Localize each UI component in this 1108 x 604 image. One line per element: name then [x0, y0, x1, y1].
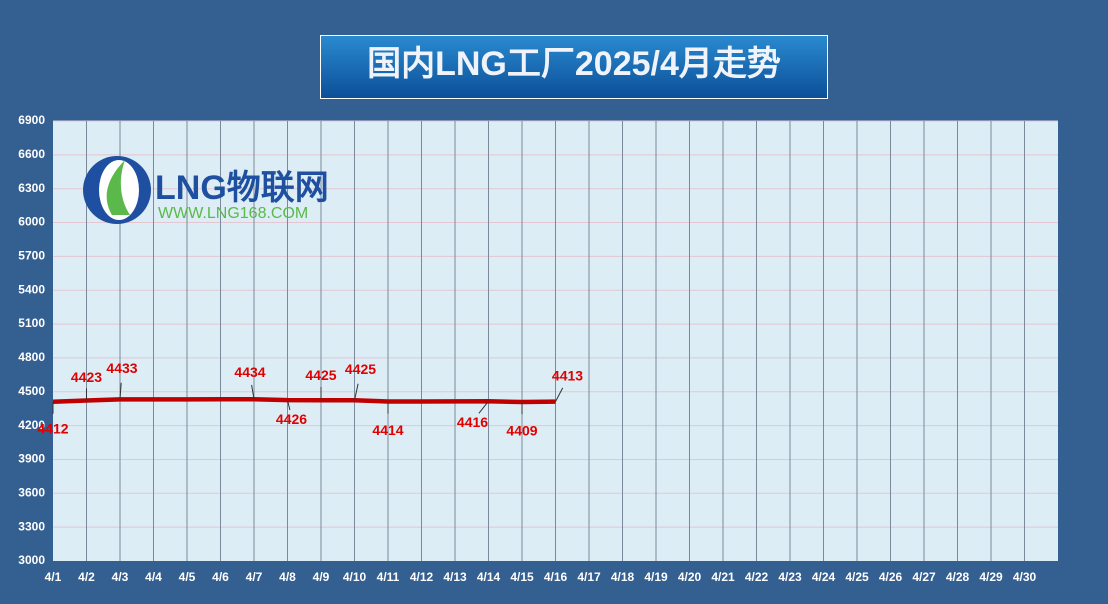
data-label: 4423	[71, 369, 102, 385]
logo: LNG物联网 WWW.LNG168.COM	[83, 156, 329, 224]
x-tick-label: 4/23	[778, 570, 802, 584]
leader-line	[119, 382, 122, 400]
x-tick-label: 4/21	[711, 570, 735, 584]
x-tick-label: 4/24	[812, 570, 836, 584]
y-tick-label: 6900	[18, 113, 45, 127]
data-label: 4416	[457, 414, 488, 430]
x-tick-label: 4/13	[443, 570, 467, 584]
y-tick-label: 5700	[18, 249, 45, 263]
x-tick-label: 4/17	[577, 570, 601, 584]
data-label: 4425	[345, 361, 376, 377]
data-label: 4426	[276, 411, 307, 427]
x-tick-label: 4/3	[112, 570, 129, 584]
x-tick-label: 4/30	[1013, 570, 1037, 584]
data-label: 4412	[37, 420, 68, 436]
x-tick-label: 4/15	[510, 570, 534, 584]
y-tick-label: 4800	[18, 350, 45, 364]
x-tick-label: 4/8	[279, 570, 296, 584]
title-box	[320, 35, 828, 99]
x-tick-label: 4/22	[745, 570, 769, 584]
x-tick-label: 4/20	[678, 570, 702, 584]
y-tick-label: 5400	[18, 282, 45, 296]
leader-line	[287, 400, 291, 411]
x-tick-label: 4/4	[145, 570, 162, 584]
x-tick-label: 4/27	[912, 570, 936, 584]
x-tick-label: 4/7	[246, 570, 263, 584]
logo-url: WWW.LNG168.COM	[158, 205, 308, 222]
y-tick-label: 5100	[18, 316, 45, 330]
x-tick-label: 4/26	[879, 570, 903, 584]
y-tick-label: 3600	[18, 485, 45, 499]
y-tick-label: 6000	[18, 215, 45, 229]
x-tick-label: 4/2	[78, 570, 95, 584]
data-label: 4433	[106, 360, 137, 376]
y-tick-label: 3300	[18, 519, 45, 533]
leader-line	[478, 400, 489, 414]
x-tick-label: 4/1	[45, 570, 62, 584]
x-tick-label: 4/25	[845, 570, 869, 584]
x-tick-label: 4/29	[979, 570, 1003, 584]
y-tick-label: 4200	[18, 418, 45, 432]
data-label: 4414	[372, 422, 403, 438]
x-tick-label: 4/9	[313, 570, 330, 584]
x-tick-label: 4/11	[377, 570, 400, 584]
x-tick-label: 4/19	[644, 570, 668, 584]
y-tick-label: 3000	[18, 553, 45, 567]
x-tick-label: 4/16	[544, 570, 568, 584]
leader-line	[354, 383, 359, 401]
y-tick-label: 4500	[18, 384, 45, 398]
logo-leaf	[106, 160, 130, 215]
y-tick-label: 3900	[18, 452, 45, 466]
data-label: 4413	[552, 367, 583, 383]
x-tick-label: 4/18	[611, 570, 635, 584]
line-series	[52, 396, 556, 405]
x-tick-label: 4/10	[343, 570, 367, 584]
x-tick-label: 4/14	[477, 570, 501, 584]
data-label: 4409	[506, 423, 537, 439]
chart-title: 国内LNG工厂2025/4月走势	[367, 45, 781, 83]
x-tick-label: 4/6	[212, 570, 229, 584]
x-tick-label: 4/12	[410, 570, 434, 584]
data-label: 4434	[234, 364, 265, 380]
logo-name: LNG物联网	[155, 169, 329, 207]
data-label: 4425	[305, 367, 336, 383]
x-tick-label: 4/28	[946, 570, 970, 584]
y-tick-label: 6300	[18, 181, 45, 195]
leader-line	[555, 387, 564, 402]
x-tick-label: 4/5	[179, 570, 196, 584]
y-tick-label: 6600	[18, 147, 45, 161]
leader-line	[251, 384, 255, 400]
